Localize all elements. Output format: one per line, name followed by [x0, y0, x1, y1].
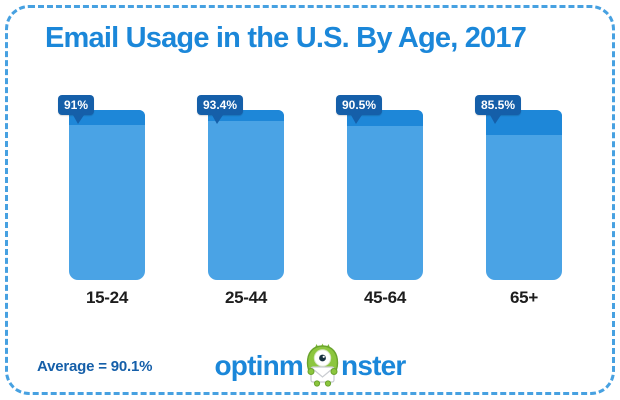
x-axis-label: 15-24	[86, 288, 128, 307]
bars-row: 91% 15-24 93.4% 25-44 90.5% 45-6	[58, 95, 562, 307]
value-bubble: 90.5%	[336, 95, 383, 124]
x-axis-label: 45-64	[364, 288, 406, 307]
bar	[208, 110, 284, 280]
average-note: Average = 90.1%	[37, 358, 153, 375]
bar-value-bubble-label: 91%	[64, 98, 89, 112]
bubble-tail-icon	[73, 115, 84, 124]
bar-group: 93.4% 25-44	[197, 95, 284, 307]
x-axis-label: 65+	[510, 288, 538, 307]
bar-value-bubble-label: 85.5%	[481, 98, 516, 112]
logo-text-left: optinm	[214, 350, 304, 381]
bubble-tail-icon	[490, 115, 501, 124]
bubble-tail-icon	[212, 115, 223, 124]
bar	[347, 110, 423, 280]
bar-group: 91% 15-24	[58, 95, 145, 307]
bar-value-bubble-label: 93.4%	[203, 98, 238, 112]
bar-cap	[208, 110, 284, 122]
bar-group: 90.5% 45-64	[336, 95, 423, 307]
bubble-tail-icon	[351, 115, 362, 124]
bar	[486, 110, 562, 280]
optinmonster-logo: optinm nster	[215, 342, 406, 388]
value-bubble: 93.4%	[197, 95, 244, 124]
monster-with-envelope-icon	[306, 343, 338, 387]
chart-title: Email Usage in the U.S. By Age, 2017	[45, 22, 527, 54]
bar-group: 85.5% 65+	[475, 95, 562, 307]
logo-text-right: nster	[341, 350, 406, 381]
bar	[69, 110, 145, 280]
value-bubble: 85.5%	[475, 95, 522, 124]
bar-value-bubble-label: 90.5%	[342, 98, 377, 112]
x-axis-label: 25-44	[225, 288, 267, 307]
value-bubble: 91%	[58, 95, 95, 124]
